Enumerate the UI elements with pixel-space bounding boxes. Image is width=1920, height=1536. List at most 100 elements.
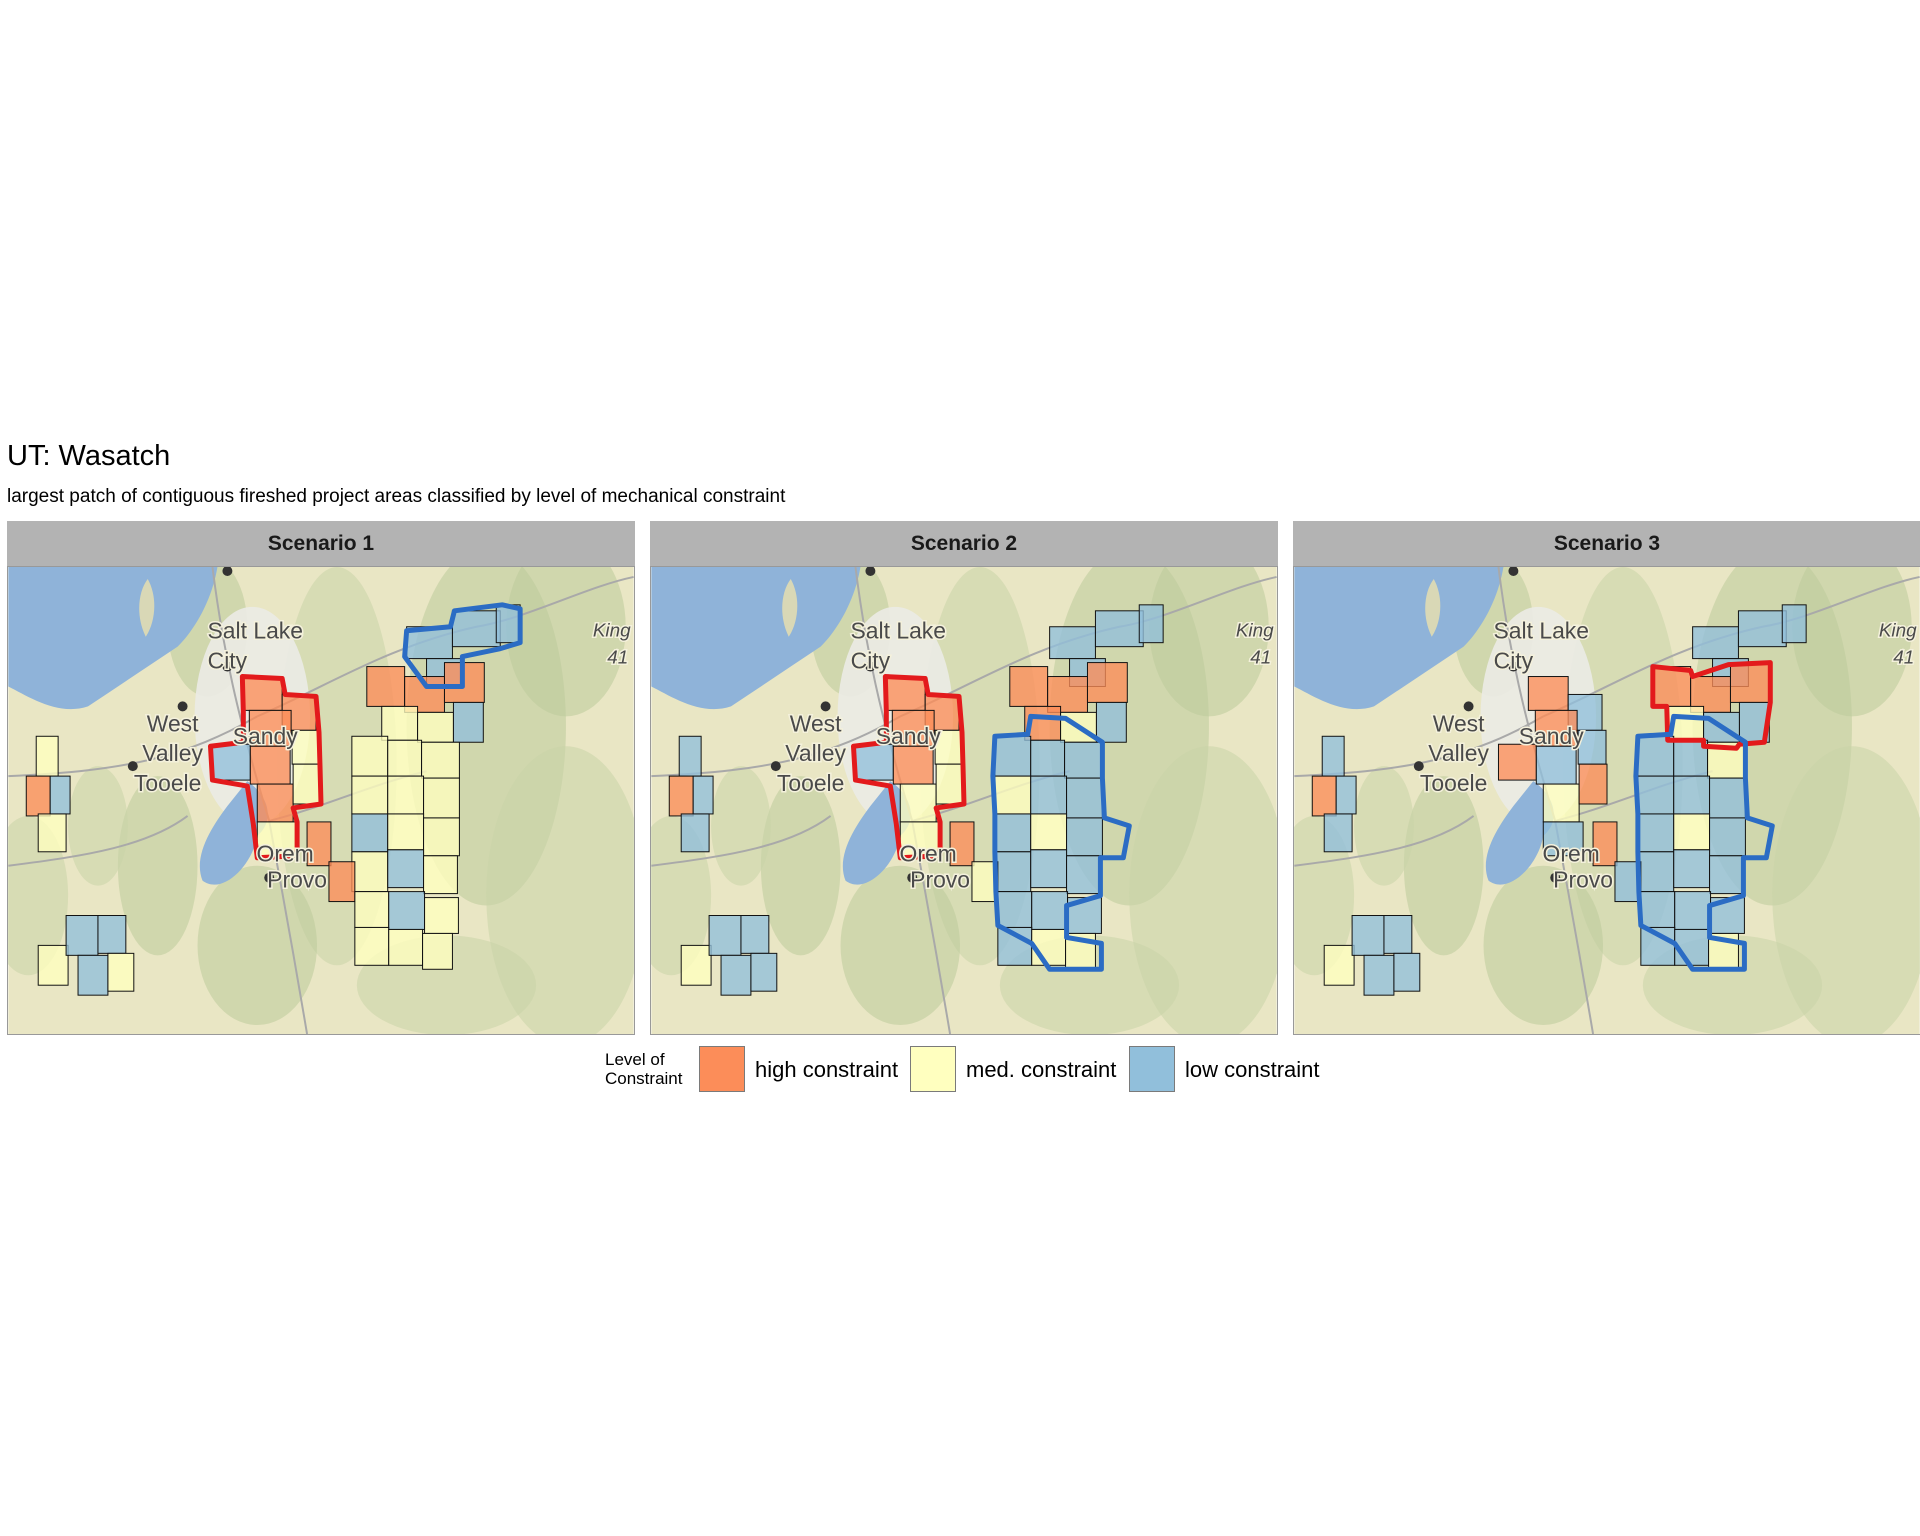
- project-area-med[interactable]: [291, 729, 321, 765]
- project-area-low[interactable]: [1577, 729, 1607, 765]
- project-area-low[interactable]: [211, 743, 251, 781]
- project-area-low[interactable]: [451, 610, 501, 648]
- project-area-med[interactable]: [1673, 813, 1711, 851]
- project-area-low[interactable]: [1323, 813, 1353, 853]
- project-area-low[interactable]: [1030, 775, 1068, 815]
- project-area-low[interactable]: [708, 915, 742, 956]
- project-area-low[interactable]: [994, 813, 1032, 853]
- project-area-high[interactable]: [328, 861, 356, 903]
- project-area-med[interactable]: [935, 763, 965, 805]
- map-area[interactable]: Salt Lake City West Valley Tooele Orem Provo Sa…: [1293, 566, 1920, 1035]
- project-area-med[interactable]: [899, 783, 937, 823]
- project-area-high[interactable]: [1497, 743, 1537, 781]
- project-area-high[interactable]: [1534, 709, 1578, 747]
- project-area-low[interactable]: [1064, 741, 1103, 779]
- project-area-high[interactable]: [306, 821, 332, 867]
- project-area-med[interactable]: [680, 944, 712, 986]
- project-area-low[interactable]: [1383, 915, 1413, 954]
- project-area-med[interactable]: [423, 817, 460, 857]
- project-area-med[interactable]: [423, 855, 458, 895]
- project-area-low[interactable]: [740, 915, 770, 954]
- project-area-high[interactable]: [1652, 666, 1692, 707]
- project-area-low[interactable]: [1066, 817, 1103, 857]
- project-area-med[interactable]: [381, 705, 419, 741]
- project-area-low[interactable]: [854, 743, 894, 781]
- project-area-low[interactable]: [1673, 775, 1711, 815]
- project-area-high[interactable]: [248, 709, 292, 747]
- project-area-low[interactable]: [77, 954, 109, 996]
- project-area-med[interactable]: [354, 891, 390, 928]
- project-area-low[interactable]: [1393, 952, 1421, 992]
- project-area-med[interactable]: [387, 813, 425, 851]
- project-area-med[interactable]: [387, 739, 423, 777]
- map-area[interactable]: Salt Lake City West Valley Tooele Orem Provo Sa…: [650, 566, 1278, 1035]
- project-area-med[interactable]: [1542, 783, 1580, 823]
- project-area-low[interactable]: [1637, 775, 1675, 815]
- project-area-high[interactable]: [949, 821, 975, 867]
- project-area-low[interactable]: [1737, 610, 1787, 648]
- project-area-low[interactable]: [1709, 855, 1744, 895]
- project-area-low[interactable]: [1031, 891, 1069, 930]
- project-area-med[interactable]: [354, 926, 390, 966]
- project-area-low[interactable]: [1321, 735, 1345, 777]
- project-area-low[interactable]: [720, 954, 752, 996]
- project-area-low[interactable]: [351, 813, 389, 853]
- project-area-high[interactable]: [249, 745, 291, 785]
- project-area-med[interactable]: [351, 775, 389, 815]
- project-area-low[interactable]: [1363, 954, 1395, 996]
- project-area-med[interactable]: [423, 777, 460, 819]
- project-area-low[interactable]: [997, 891, 1033, 928]
- project-area-high[interactable]: [884, 676, 926, 711]
- project-area-high[interactable]: [241, 676, 283, 711]
- project-area-low[interactable]: [692, 775, 714, 815]
- project-area-low[interactable]: [1637, 813, 1675, 853]
- project-area-high[interactable]: [1311, 775, 1337, 817]
- project-area-low[interactable]: [1674, 891, 1712, 930]
- project-area-low[interactable]: [1351, 915, 1385, 956]
- project-area-high[interactable]: [891, 709, 935, 747]
- project-area-med[interactable]: [388, 928, 424, 966]
- project-area-med[interactable]: [37, 813, 67, 853]
- project-area-med[interactable]: [387, 775, 425, 815]
- project-area-med[interactable]: [994, 775, 1032, 815]
- project-area-med[interactable]: [351, 735, 389, 777]
- project-area-low[interactable]: [1095, 701, 1127, 743]
- project-area-med[interactable]: [424, 897, 459, 934]
- project-area-high[interactable]: [1086, 662, 1128, 703]
- project-area-med[interactable]: [256, 821, 298, 857]
- project-area-low[interactable]: [452, 701, 484, 743]
- project-area-high[interactable]: [256, 783, 294, 823]
- project-area-low[interactable]: [678, 735, 702, 777]
- project-area-low[interactable]: [1781, 604, 1807, 644]
- project-area-high[interactable]: [1578, 763, 1608, 805]
- project-area-med[interactable]: [107, 952, 135, 992]
- project-area-low[interactable]: [387, 849, 425, 889]
- project-area-med[interactable]: [351, 851, 389, 893]
- project-area-med[interactable]: [1030, 813, 1068, 851]
- project-area-high[interactable]: [892, 745, 934, 785]
- project-area-low[interactable]: [1709, 777, 1746, 819]
- project-area-low[interactable]: [1640, 891, 1676, 928]
- project-area-med[interactable]: [35, 735, 59, 777]
- project-area-low[interactable]: [1637, 851, 1675, 893]
- project-area-low[interactable]: [1030, 739, 1066, 777]
- project-area-low[interactable]: [1709, 817, 1746, 857]
- project-area-med[interactable]: [292, 763, 322, 805]
- project-area-med[interactable]: [421, 741, 460, 779]
- project-area-med[interactable]: [1323, 944, 1355, 986]
- project-area-high[interactable]: [1527, 676, 1569, 711]
- project-area-low[interactable]: [97, 915, 127, 954]
- project-area-high[interactable]: [1592, 821, 1618, 867]
- project-area-low[interactable]: [1692, 626, 1739, 660]
- project-area-low[interactable]: [750, 952, 778, 992]
- map-area[interactable]: Salt Lake City West Valley Tooele Orem Provo Sa…: [7, 566, 635, 1035]
- project-area-low[interactable]: [1094, 610, 1144, 648]
- project-area-high[interactable]: [1729, 662, 1771, 703]
- project-area-low[interactable]: [994, 851, 1032, 893]
- project-area-med[interactable]: [417, 711, 454, 743]
- project-area-low[interactable]: [1335, 775, 1357, 815]
- project-area-high[interactable]: [366, 666, 406, 707]
- project-area-low[interactable]: [1738, 701, 1770, 743]
- project-area-low[interactable]: [1030, 849, 1068, 889]
- project-area-low[interactable]: [49, 775, 71, 815]
